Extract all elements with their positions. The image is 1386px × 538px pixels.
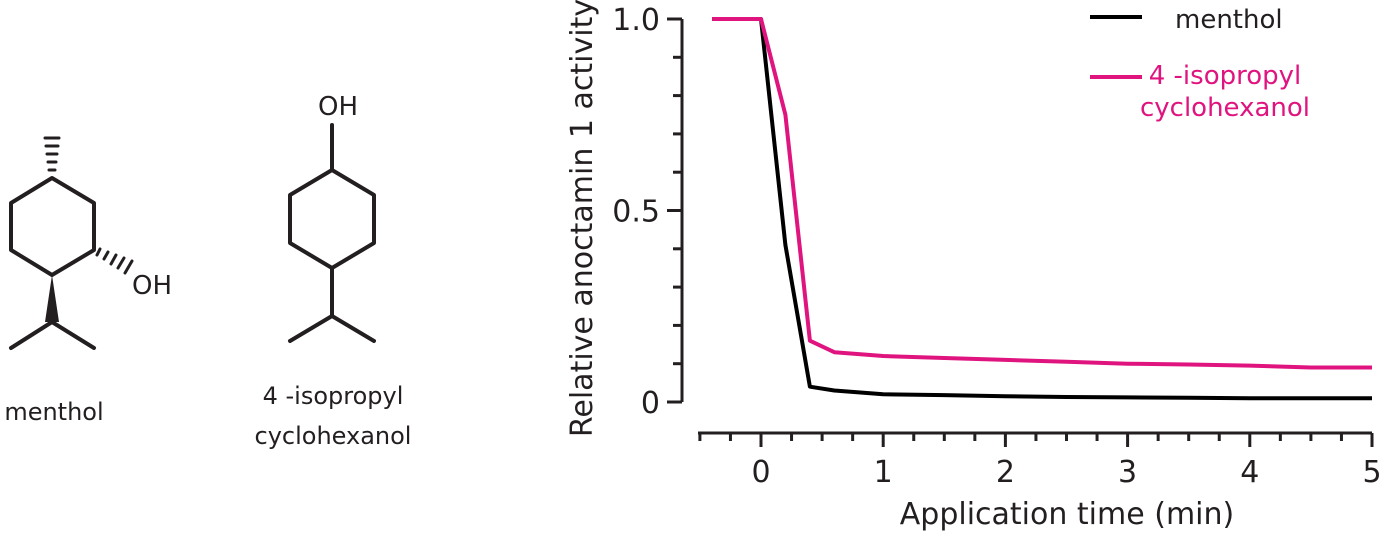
isopropyl-ring (288, 168, 376, 270)
y-tick-label: 0 (641, 386, 660, 421)
isopropyl-label-line1: 4 -isopropyl (262, 382, 404, 410)
structures-panel: OH OH (9, 92, 376, 350)
menthol-label: menthol (4, 398, 104, 426)
menthol-structure (9, 136, 134, 350)
series-line (712, 17, 1372, 401)
y-tick-label: 1.0 (612, 3, 660, 38)
x-tick-label: 2 (996, 455, 1015, 490)
y-tick-label: 0.5 (612, 195, 660, 230)
legend-label: 4 -isopropyl (1149, 61, 1302, 91)
chart-axes: 0 0.5 1.0 0 1 2 3 4 5 (612, 3, 1381, 490)
x-axis-label: Application time (min) (900, 497, 1234, 532)
menthol-oh-label: OH (132, 271, 172, 301)
isopropyl-oh-label: OH (318, 92, 358, 122)
legend-label: cyclohexanol (1140, 93, 1310, 123)
x-tick-label: 4 (1240, 455, 1259, 490)
isopropyl-structure (288, 123, 376, 343)
line-chart: 0 0.5 1.0 0 1 2 3 4 5 menthol 4 -isopropylcyclohe… (565, 0, 1382, 532)
menthol-wedge-bond (45, 275, 59, 322)
y-axis-label: Relative anoctamin 1 activity (565, 0, 600, 437)
x-tick-label: 0 (751, 455, 770, 490)
menthol-ring (9, 176, 96, 277)
x-tick-label: 1 (874, 455, 893, 490)
x-tick-label: 3 (1118, 455, 1137, 490)
x-tick-label: 5 (1362, 455, 1381, 490)
menthol-oh-hash (95, 247, 134, 275)
menthol-methyl-hash (43, 136, 61, 172)
legend-label: menthol (1175, 5, 1283, 35)
chart-series (712, 17, 1372, 401)
isopropyl-label-line2: cyclohexanol (254, 422, 412, 450)
series-line (712, 17, 1372, 370)
